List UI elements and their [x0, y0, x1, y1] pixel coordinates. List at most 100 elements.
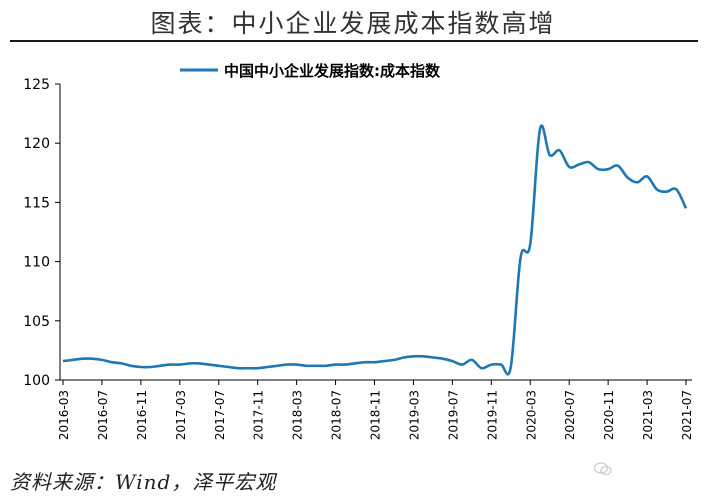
- data-point: [510, 366, 513, 369]
- data-point: [471, 359, 474, 362]
- x-tick-label: 2018-11: [369, 390, 383, 440]
- x-tick-label: 2018-03: [291, 390, 305, 440]
- watermark: 泽平宏观: [594, 458, 678, 479]
- data-point: [120, 362, 123, 365]
- y-tick-label: 125: [23, 77, 50, 93]
- data-point: [188, 362, 191, 365]
- data-point: [169, 363, 172, 366]
- source-note: 资料来源：Wind，泽平宏观: [10, 470, 277, 494]
- data-point: [91, 357, 94, 360]
- page-title: 图表：中小企业发展成本指数高增: [150, 9, 556, 38]
- data-point: [110, 361, 113, 364]
- data-point: [373, 361, 376, 364]
- x-tick-label: 2017-11: [252, 390, 266, 440]
- x-tick-label: 2016-07: [96, 390, 110, 440]
- y-tick-label: 100: [23, 373, 50, 389]
- data-point: [529, 243, 532, 246]
- data-point: [461, 363, 464, 366]
- data-point: [685, 207, 688, 210]
- data-point: [665, 190, 668, 193]
- data-point: [159, 365, 162, 368]
- data-point: [539, 128, 542, 131]
- data-point: [617, 164, 620, 167]
- data-point: [198, 362, 201, 365]
- data-point: [607, 168, 610, 171]
- x-tick-label: 2019-11: [485, 390, 499, 440]
- x-tick-label: 2021-07: [680, 390, 694, 440]
- data-point: [179, 363, 182, 366]
- data-point: [208, 363, 211, 366]
- plot-area: [62, 124, 688, 376]
- data-point: [354, 362, 357, 365]
- y-tick-label: 115: [23, 195, 50, 211]
- data-point: [500, 363, 503, 366]
- x-tick-label: 2016-03: [57, 390, 71, 440]
- data-point: [344, 363, 347, 366]
- y-tick-label: 120: [23, 136, 50, 152]
- data-point: [266, 366, 269, 369]
- data-point: [578, 163, 581, 166]
- data-point: [101, 359, 104, 362]
- data-point: [646, 175, 649, 178]
- data-point: [675, 188, 678, 191]
- data-point: [218, 365, 221, 368]
- x-tick-label: 2020-07: [563, 390, 577, 440]
- data-point: [451, 360, 454, 363]
- data-point: [432, 356, 435, 359]
- data-point: [295, 363, 298, 366]
- data-point: [334, 363, 337, 366]
- x-tick-label: 2018-07: [330, 390, 344, 440]
- data-point: [149, 366, 152, 369]
- x-tick-label: 2020-03: [524, 390, 538, 440]
- x-axis: 2016-03 2016-07 2016-11 2017-03 2017-07 2017-…: [57, 379, 694, 440]
- data-point: [480, 367, 483, 370]
- x-tick-label: 2020-11: [602, 390, 616, 440]
- x-tick-label: 2019-07: [446, 390, 460, 440]
- data-point: [364, 361, 367, 364]
- data-point: [256, 367, 259, 370]
- data-point: [71, 359, 74, 362]
- data-point: [62, 360, 65, 363]
- data-point: [558, 149, 561, 152]
- data-point: [140, 366, 143, 369]
- legend: 中国中小企业发展指数:成本指数: [180, 62, 441, 80]
- x-tick-label: 2016-11: [135, 390, 149, 440]
- data-point: [519, 257, 522, 260]
- data-point: [412, 355, 415, 358]
- data-point: [548, 154, 551, 157]
- data-point: [325, 365, 328, 368]
- data-point: [383, 360, 386, 363]
- data-point: [656, 188, 659, 191]
- y-tick-label: 110: [23, 255, 50, 271]
- data-point: [81, 357, 84, 360]
- data-point: [237, 367, 240, 370]
- data-point: [402, 356, 405, 359]
- y-tick-label: 105: [23, 314, 50, 330]
- watermark-text: 泽平宏观: [618, 460, 679, 478]
- data-point: [227, 366, 230, 369]
- data-point: [286, 363, 289, 366]
- wechat-icon: [594, 461, 612, 475]
- data-point: [568, 166, 571, 169]
- x-tick-label: 2017-03: [174, 390, 188, 440]
- data-point: [441, 357, 444, 360]
- title-divider: [10, 40, 698, 42]
- data-point: [305, 365, 308, 368]
- x-tick-label: 2019-03: [407, 390, 421, 440]
- data-point: [247, 367, 250, 370]
- data-point: [636, 181, 639, 184]
- series-line-0: [62, 124, 688, 376]
- data-point: [130, 365, 133, 368]
- data-point: [587, 161, 590, 164]
- data-point: [276, 365, 279, 368]
- data-point: [490, 363, 493, 366]
- data-point: [422, 355, 425, 358]
- data-point: [597, 168, 600, 171]
- x-tick-label: 2021-03: [641, 390, 655, 440]
- x-tick-label: 2017-07: [213, 390, 227, 440]
- y-axis: 100 105 110 115 120 125: [23, 77, 61, 389]
- legend-label: 中国中小企业发展指数:成本指数: [224, 62, 441, 80]
- data-point: [393, 359, 396, 362]
- data-point: [315, 365, 318, 368]
